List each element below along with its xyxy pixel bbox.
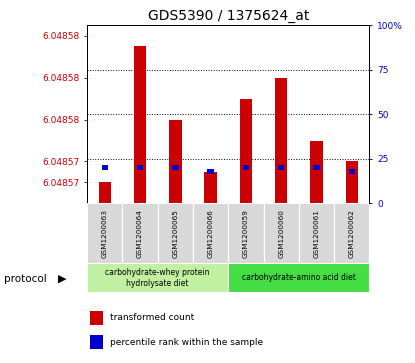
Bar (228, 263, 369, 292)
Text: GSM1200064: GSM1200064 (137, 209, 143, 258)
Bar (99, 182, 111, 203)
Bar (278, 165, 284, 170)
Bar (90, 335, 103, 349)
Title: GDS5390 / 1375624_at: GDS5390 / 1375624_at (148, 9, 309, 23)
Bar (90, 311, 103, 325)
Bar (299, 203, 334, 263)
Bar (208, 168, 214, 174)
Text: GSM1200063: GSM1200063 (102, 209, 108, 258)
Bar (228, 203, 264, 263)
Bar (169, 119, 181, 203)
Text: carbohydrate-amino acid diet: carbohydrate-amino acid diet (242, 273, 356, 282)
Text: GSM1200059: GSM1200059 (243, 209, 249, 258)
Bar (346, 162, 358, 203)
Bar (137, 165, 143, 170)
Text: protocol: protocol (4, 274, 47, 284)
Bar (172, 165, 178, 170)
Bar (313, 165, 320, 170)
Bar (205, 172, 217, 203)
Bar (193, 203, 228, 263)
Bar (275, 78, 287, 203)
Text: GSM1200066: GSM1200066 (208, 209, 214, 258)
Bar (134, 46, 146, 203)
Text: GSM1200062: GSM1200062 (349, 209, 355, 258)
Bar (334, 203, 369, 263)
Text: ▶: ▶ (58, 274, 66, 284)
Bar (240, 99, 252, 203)
Text: transformed count: transformed count (110, 313, 194, 322)
Bar (264, 203, 299, 263)
Bar (87, 203, 122, 263)
Bar (87, 263, 228, 292)
Text: GSM1200065: GSM1200065 (172, 209, 178, 258)
Text: percentile rank within the sample: percentile rank within the sample (110, 338, 263, 347)
Text: GSM1200061: GSM1200061 (313, 209, 320, 258)
Text: GSM1200060: GSM1200060 (278, 209, 284, 258)
Bar (349, 168, 355, 174)
Bar (158, 203, 193, 263)
Bar (243, 165, 249, 170)
Bar (122, 203, 158, 263)
Bar (102, 165, 108, 170)
Text: carbohydrate-whey protein
hydrolysate diet: carbohydrate-whey protein hydrolysate di… (105, 268, 210, 288)
Bar (310, 140, 322, 203)
